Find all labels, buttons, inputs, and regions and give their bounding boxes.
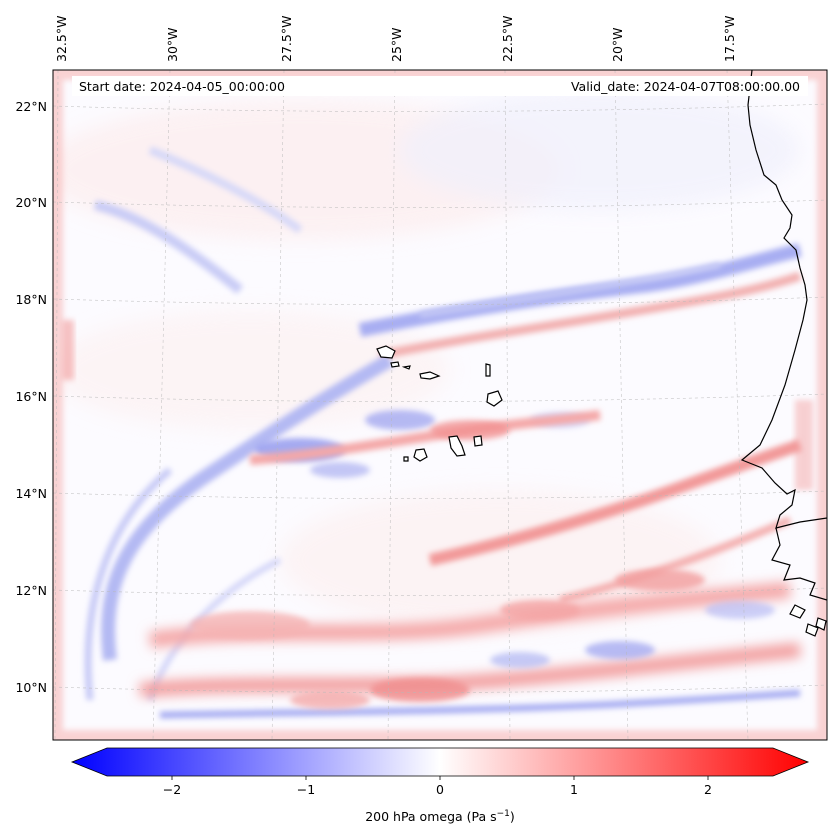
cb-tick-label-minus1: −1 xyxy=(297,782,315,797)
guinea-islands-2 xyxy=(815,617,827,631)
lon-label-20w: 20°W xyxy=(610,27,625,62)
lon-label-17-5w: 17.5°W xyxy=(722,16,737,62)
lon-label-30w: 30°W xyxy=(165,27,180,62)
parallel-16n xyxy=(53,393,827,402)
gridlines xyxy=(53,70,827,740)
fogo-island xyxy=(413,448,428,462)
cb-tick-label-0: 0 xyxy=(436,782,444,797)
meridian-32-5w xyxy=(54,70,59,740)
coastlines xyxy=(376,70,827,637)
boa-vista-island xyxy=(486,390,503,407)
meridian-22-5w xyxy=(504,70,511,740)
guinea-islands xyxy=(805,623,819,637)
africa-coast-south xyxy=(771,527,827,601)
start-date-label: Start date: 2024-04-05_00:00:00 xyxy=(79,79,285,94)
lat-label-18n: 18°N xyxy=(15,292,47,307)
lat-label-12n: 12°N xyxy=(15,583,47,598)
colorbar-title-sup: −1 xyxy=(497,809,510,819)
colorbar-ticks xyxy=(171,776,709,780)
cb-tick-label-1: 1 xyxy=(570,782,578,797)
cb-tick-label-2: 2 xyxy=(704,782,712,797)
parallel-10n xyxy=(53,684,827,693)
africa-coastline xyxy=(740,70,827,529)
lon-label-32-5w: 32.5°W xyxy=(54,16,69,62)
brava-island xyxy=(403,456,409,462)
maio-island xyxy=(473,435,483,447)
parallel-22n xyxy=(53,103,827,112)
parallel-14n xyxy=(53,490,827,499)
santiago-island xyxy=(448,435,466,457)
meridian-25w xyxy=(387,70,396,740)
lat-label-16n: 16°N xyxy=(15,389,47,404)
map-frame xyxy=(52,69,828,741)
lon-label-25w: 25°W xyxy=(389,27,404,62)
meridian-17-5w xyxy=(726,70,749,740)
lat-label-10n: 10°N xyxy=(15,680,47,695)
cb-tick-label-minus2: −2 xyxy=(163,782,181,797)
bissau-islands xyxy=(789,604,806,619)
colorbar-bar xyxy=(70,747,810,777)
sao-nicolau-island xyxy=(419,371,441,380)
meridian-30w xyxy=(152,70,171,740)
sao-vicente-island xyxy=(390,361,400,368)
lat-label-20n: 20°N xyxy=(15,195,47,210)
lon-label-22-5w: 22.5°W xyxy=(500,16,515,62)
colorbar-title-main: 200 hPa omega (Pa s xyxy=(365,809,496,824)
parallel-20n xyxy=(53,199,827,208)
santa-luzia-island xyxy=(401,365,411,370)
lat-label-14n: 14°N xyxy=(15,486,47,501)
info-strip xyxy=(72,76,808,96)
latitude-labels: 22°N 20°N 18°N 16°N 14°N 12°N 10°N xyxy=(15,99,47,695)
santo-antao-island xyxy=(376,345,396,359)
lon-label-27-5w: 27.5°W xyxy=(279,16,294,62)
meridian-27-5w xyxy=(271,70,285,740)
meridian-20w xyxy=(614,70,629,740)
colorbar-title-end: ) xyxy=(510,809,515,824)
lat-label-22n: 22°N xyxy=(15,99,47,114)
parallel-12n xyxy=(53,587,827,596)
sal-island xyxy=(485,363,491,377)
colorbar-title: 200 hPa omega (Pa s−1) xyxy=(365,809,515,824)
longitude-labels: 32.5°W 30°W 27.5°W 25°W 22.5°W 20°W 17.5… xyxy=(54,16,737,62)
parallel-18n xyxy=(53,296,827,305)
valid-date-label: Valid_date: 2024-04-07T08:00:00.00 xyxy=(571,79,800,94)
colorbar: −2 −1 0 1 2 200 hPa omega (Pa s−1) xyxy=(70,747,810,824)
